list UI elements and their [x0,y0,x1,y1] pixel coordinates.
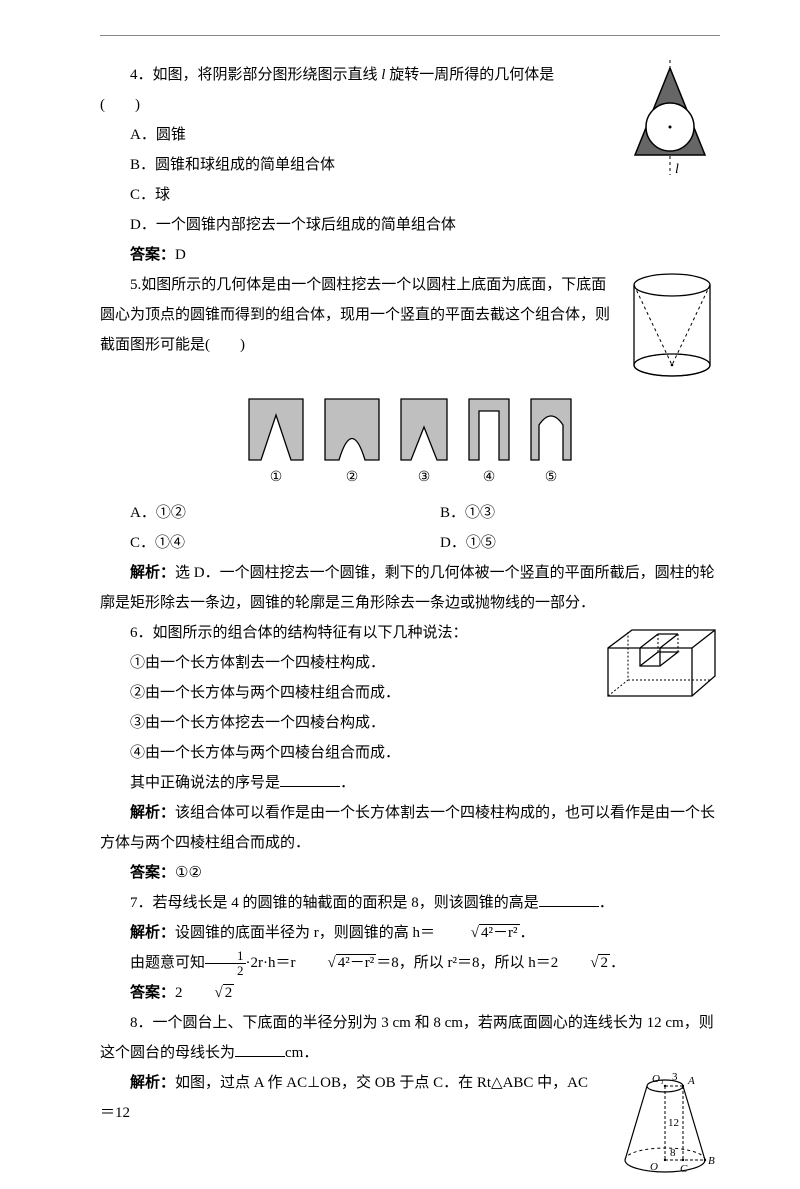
q6-answer: 答案：①② [100,858,720,888]
q8-stem: 8．一个圆台上、下底面的半径分别为 3 cm 和 8 cm，若两底面圆心的连线长… [100,1008,720,1068]
svg-text:8: 8 [670,1147,676,1159]
q6-figure [600,618,720,714]
q4-optD: D．一个圆锥内部挖去一个球后组成的简单组合体 [100,210,720,240]
q8-figure: O₁ 3 A 12 8 O C B [610,1068,720,1189]
q7-exp-line1: 解析：设圆锥的底面半径为 r，则圆锥的高 h＝ 4²－r²． [100,918,720,948]
q7-exp-line2: 由题意可知12·2r·h＝r4²－r²＝8，所以 r²＝8，所以 h＝22． [100,948,720,978]
q5-optA: A．①② [100,498,410,528]
q5-optD: D．①⑤ [410,528,720,558]
q6-s4: ④由一个长方体与两个四棱台组合而成． [100,738,720,768]
q5-optB: B．①③ [410,498,720,528]
svg-text:B: B [708,1155,715,1167]
svg-text:O: O [650,1161,658,1173]
svg-text:C: C [680,1163,688,1175]
q4-figure: l [620,60,720,191]
svg-text:A: A [687,1075,695,1087]
q5-cross-sections: ① ② ③ ④ ⑤ [100,397,720,492]
svg-text:O₁: O₁ [652,1073,664,1085]
q5-optC: C．①④ [100,528,410,558]
q7-answer: 答案：22 [100,978,720,1008]
q5-figure-cylinder [625,270,720,391]
svg-text:l: l [675,162,679,177]
q5-explanation: 解析：选 D．一个圆柱挖去一个圆锥，剩下的几何体被一个竖直的平面所截后，圆柱的轮… [100,558,720,618]
svg-text:3: 3 [672,1071,678,1083]
q7-stem: 7．若母线长是 4 的圆锥的轴截面的面积是 8，则该圆锥的高是． [100,888,720,918]
q6-explanation: 解析：该组合体可以看作是由一个长方体割去一个四棱柱构成的，也可以看作是由一个长方… [100,798,720,858]
svg-text:12: 12 [668,1117,679,1129]
q6-prompt: 其中正确说法的序号是． [100,768,720,798]
q4-answer: 答案：D [100,240,720,270]
